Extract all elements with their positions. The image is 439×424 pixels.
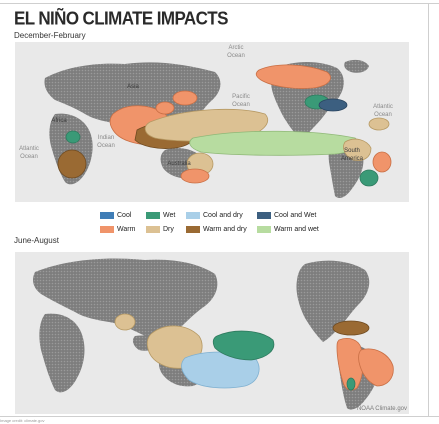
atlantic-ocean-west-label-line2: Ocean	[20, 154, 38, 160]
greenland-land	[344, 59, 369, 73]
africa-label: Africa	[51, 118, 67, 124]
region-alaska-canada-warm	[255, 64, 331, 89]
legend-swatch-warm-and-wet	[257, 226, 271, 233]
region-chile-wet	[346, 377, 356, 391]
map-legend: Cool Wet Cool and dry Cool and Wet Warm …	[100, 212, 340, 236]
legend-item-dry: Dry	[146, 226, 174, 233]
legend-label-warm-and-dry: Warm and dry	[203, 226, 247, 233]
legend-label-cool-and-wet: Cool and Wet	[274, 212, 317, 219]
region-brazil-warm	[372, 151, 392, 173]
summer-impact-regions	[114, 313, 394, 391]
legend-item-warm-and-wet: Warm and wet	[257, 226, 319, 233]
region-northern-south-america-warm	[336, 338, 364, 391]
season-label-winter: December-February	[14, 31, 86, 40]
region-southeast-australia-warm	[180, 168, 210, 184]
south-america-label-line1: South	[344, 148, 360, 154]
season-label-summer: June-August	[14, 236, 59, 245]
south-america-label-line2: America	[341, 156, 364, 162]
legend-item-wet: Wet	[146, 212, 175, 219]
atlantic-ocean-west-label-line1: Atlantic	[19, 146, 39, 152]
region-southern-africa-warm-dry	[57, 149, 87, 179]
eurasia-land	[33, 258, 218, 339]
arctic-ocean-label-line1: Arctic	[229, 45, 244, 51]
region-northern-south-america-dry	[343, 138, 372, 161]
legend-label-dry: Dry	[163, 226, 174, 233]
legend-swatch-warm	[100, 226, 114, 233]
legend-swatch-warm-and-dry	[186, 226, 200, 233]
page-title: EL NIÑO CLIMATE IMPACTS	[14, 8, 228, 29]
region-india-dry	[114, 313, 136, 331]
legend-label-wet: Wet	[163, 212, 176, 219]
region-caribbean-dry	[368, 117, 390, 131]
footer-note: Image credit: climate.gov	[0, 418, 45, 423]
region-east-asia-warm	[155, 101, 175, 115]
region-southeast-south-america-wet	[359, 169, 379, 187]
australia-label: Australia	[167, 161, 191, 167]
legend-item-cool: Cool	[100, 212, 131, 219]
legend-label-cool-and-dry: Cool and dry	[203, 212, 243, 219]
north-america-land	[296, 260, 370, 342]
map-june-august: NOAA Climate.gov	[15, 252, 409, 414]
region-japan-warm	[172, 90, 198, 106]
map-summer-svg: NOAA Climate.gov	[15, 252, 409, 414]
region-caribbean-warm-dry	[332, 320, 370, 336]
frame-bottom-border	[0, 416, 439, 417]
region-central-pacific-warm-wet	[189, 130, 359, 156]
africa-land	[39, 313, 85, 393]
legend-item-cool-and-wet: Cool and Wet	[257, 212, 316, 219]
legend-label-warm: Warm	[117, 226, 136, 233]
winter-impact-regions	[57, 64, 392, 187]
legend-swatch-cool-and-dry	[186, 212, 200, 219]
region-southern-us-cool-wet	[318, 98, 348, 112]
asia-label: Asia	[127, 84, 139, 90]
legend-label-cool: Cool	[117, 212, 132, 219]
credit-text: NOAA Climate.gov	[357, 406, 407, 412]
arctic-ocean-label-line2: Ocean	[227, 53, 245, 59]
pacific-ocean-label-line2: Ocean	[232, 102, 250, 108]
indian-ocean-label-line2: Ocean	[97, 143, 115, 149]
region-brazil-warm	[358, 348, 394, 387]
frame-top-border	[0, 3, 439, 4]
legend-label-warm-and-wet: Warm and wet	[274, 226, 319, 233]
legend-swatch-wet	[146, 212, 160, 219]
legend-item-warm-and-dry: Warm and dry	[186, 226, 247, 233]
atlantic-ocean-east-label-line2: Ocean	[374, 112, 392, 118]
atlantic-ocean-east-label-line1: Atlantic	[373, 104, 393, 110]
legend-swatch-dry	[146, 226, 160, 233]
map-winter-svg: Arctic Ocean Pacific Ocean Atlantic Ocea…	[15, 42, 409, 202]
pacific-ocean-label-line1: Pacific	[232, 94, 250, 100]
legend-item-warm: Warm	[100, 226, 135, 233]
map-december-february: Arctic Ocean Pacific Ocean Atlantic Ocea…	[15, 42, 409, 202]
region-central-pacific-wet	[212, 330, 275, 361]
region-east-africa-wet	[65, 130, 81, 144]
frame-right-border	[428, 4, 429, 416]
legend-swatch-cool-and-wet	[257, 212, 271, 219]
legend-item-cool-and-dry: Cool and dry	[186, 212, 243, 219]
legend-swatch-cool	[100, 212, 114, 219]
indian-ocean-label-line1: Indian	[98, 135, 114, 141]
